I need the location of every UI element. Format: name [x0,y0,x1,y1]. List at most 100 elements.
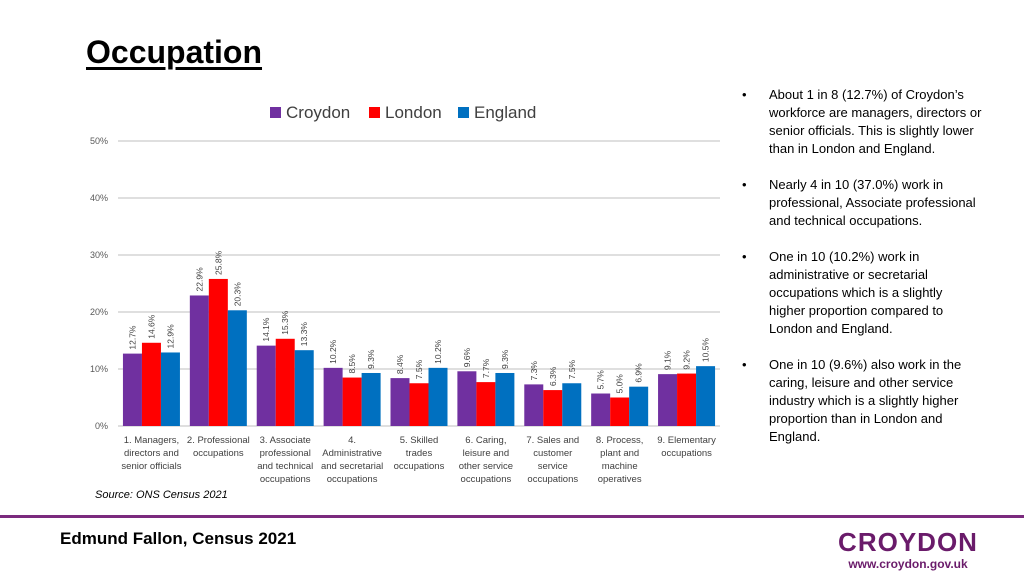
croydon-logo: CROYDON www.croydon.gov.uk [836,528,980,572]
data-label-london: 8.5% [347,354,357,374]
data-label-croydon: 9.6% [462,347,472,367]
bar-london [208,278,228,426]
data-label-croydon: 9.1% [663,350,673,370]
x-category-label: trades [406,448,433,459]
legend-label-london: London [385,103,442,122]
y-tick-label: 30% [90,250,108,260]
x-category-label: 9. Elementary [657,435,716,446]
x-category-label: occupations [193,448,244,459]
data-label-croydon: 7.3% [529,361,539,381]
bar-croydon [122,353,142,426]
x-category-label: service [538,461,568,472]
bar-london [476,382,496,426]
source-note: Source: ONS Census 2021 [95,489,228,501]
occupation-bar-chart: Croydon London England 0% 10% 20% 30% 40% 50% 1… [90,103,720,485]
data-label-england: 12.9% [165,324,175,349]
chart-bars [122,278,716,426]
bar-data-labels: 12.7% 14.6% 12.9% 22.9% 25.8% 20.3% 14.1% 15.3%… [127,250,710,393]
page-title: Occupation [86,34,263,70]
x-category-label: senior officials [121,461,181,472]
y-tick-label: 40% [90,193,108,203]
legend-label-croydon: Croydon [286,103,350,122]
x-category-label: 3. Associate [260,435,311,446]
x-category-label: occupations [327,474,378,485]
x-category-label: machine [602,461,638,472]
data-label-london: 25.8% [213,250,223,275]
x-category-label: other service [459,461,513,472]
bar-london [610,397,630,426]
data-label-london: 5.0% [615,374,625,394]
bar-england [562,383,582,426]
commentary-item: One in 10 (10.2%) work in administrative… [742,248,982,338]
data-label-england: 7.5% [567,359,577,379]
x-category-label: 5. Skilled [400,435,439,446]
y-tick-label: 50% [90,136,108,146]
data-label-london: 9.2% [682,350,692,370]
bar-england [361,372,381,426]
bar-croydon [524,384,544,426]
data-label-england: 9.3% [366,349,376,369]
x-category-label: directors and [124,448,179,459]
bar-london [409,383,429,426]
data-label-london: 7.5% [414,359,424,379]
legend-label-england: England [474,103,536,122]
commentary-item: About 1 in 8 (12.7%) of Croydon’s workfo… [742,86,982,158]
x-category-label: 7. Sales and [526,435,579,446]
y-tick-label: 0% [95,421,108,431]
bar-london [342,377,362,426]
data-label-london: 15.3% [280,310,290,335]
y-axis-ticks: 0% 10% 20% 30% 40% 50% [90,136,108,431]
bar-england [495,372,515,426]
x-category-label: occupations [661,448,712,459]
bar-croydon [390,378,410,426]
x-category-label: occupations [461,474,512,485]
bar-england [227,310,247,426]
x-axis-categories: 1. Managers, directors and senior official… [121,435,716,485]
data-label-croydon: 22.9% [194,267,204,292]
data-label-england: 6.9% [634,363,644,383]
data-label-england: 9.3% [500,349,510,369]
x-category-label: Administrative [322,448,382,459]
x-category-label: operatives [598,474,642,485]
bar-croydon [591,393,611,426]
legend-swatch-london [369,107,380,118]
data-label-croydon: 14.1% [261,317,271,342]
data-label-croydon: 12.7% [127,325,137,350]
footer-author: Edmund Fallon, Census 2021 [60,529,297,548]
data-label-croydon: 10.2% [328,339,338,364]
chart-legend: Croydon London England [270,103,536,122]
data-label-croydon: 8.4% [395,354,405,374]
bar-croydon [658,374,678,426]
x-category-label: 4. [348,435,356,446]
data-label-england: 20.3% [232,282,242,307]
bar-england [294,350,314,426]
data-label-london: 7.7% [481,358,491,378]
x-category-label: occupations [394,461,445,472]
data-label-croydon: 5.7% [596,370,606,390]
commentary-item: Nearly 4 in 10 (37.0%) work in professio… [742,176,982,230]
bar-london [543,390,563,426]
data-label-london: 6.3% [548,366,558,386]
legend-swatch-england [458,107,469,118]
x-category-label: and technical [257,461,313,472]
legend-swatch-croydon [270,107,281,118]
bar-england [160,352,180,426]
x-category-label: customer [533,448,572,459]
commentary-item: One in 10 (9.6%) also work in the caring… [742,356,982,446]
y-tick-label: 10% [90,364,108,374]
bar-england [428,367,448,426]
data-label-england: 10.5% [701,338,711,363]
logo-wordmark: CROYDON [838,527,978,557]
bar-croydon [457,371,477,426]
y-tick-label: 20% [90,307,108,317]
data-label-england: 13.3% [299,322,309,347]
bar-london [141,342,161,426]
bar-croydon [323,367,343,426]
x-category-label: and secretarial [321,461,383,472]
commentary-list: About 1 in 8 (12.7%) of Croydon’s workfo… [742,86,982,464]
data-label-london: 14.6% [146,314,156,339]
bar-london [677,373,697,426]
bar-london [275,338,295,426]
bar-croydon [256,345,276,426]
x-category-label: plant and [600,448,639,459]
